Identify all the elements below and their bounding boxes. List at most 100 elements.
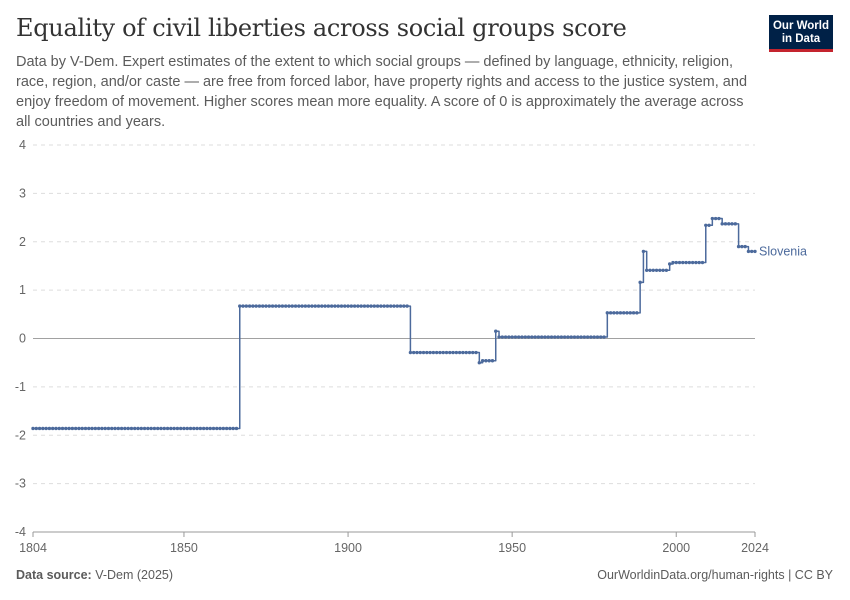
data-point (44, 426, 48, 431)
data-point (411, 350, 416, 355)
data-point (346, 304, 350, 308)
data-point (93, 426, 98, 431)
data-point (700, 260, 705, 265)
data-point (356, 304, 360, 308)
data-point (638, 280, 642, 285)
data-point (333, 304, 337, 308)
data-point (310, 304, 314, 308)
data-point (267, 304, 271, 308)
data-point (359, 304, 363, 308)
data-point (126, 426, 130, 431)
data-point (110, 426, 114, 431)
data-point (546, 335, 550, 339)
data-point (172, 426, 176, 431)
data-point (67, 426, 71, 431)
data-point (457, 350, 462, 355)
data-point (605, 311, 610, 315)
data-point (576, 335, 580, 339)
data-point (37, 426, 42, 431)
series-labels: Slovenia (759, 244, 807, 258)
data-point (750, 249, 754, 254)
data-point (182, 426, 186, 431)
data-point (704, 223, 708, 228)
data-point (149, 426, 153, 431)
data-point (349, 304, 354, 308)
data-point (631, 311, 636, 315)
data-point (592, 335, 596, 339)
data-point (641, 249, 646, 254)
chart-subtitle: Data by V-Dem. Expert estimates of the e… (16, 54, 748, 130)
data-point (444, 350, 449, 355)
data-point (77, 426, 81, 431)
y-tick-label: -2 (15, 428, 26, 442)
data-point (287, 304, 291, 308)
data-point (234, 426, 239, 431)
data-point (464, 350, 468, 355)
data-point (530, 335, 534, 339)
data-point (254, 304, 258, 308)
data-point (159, 426, 163, 431)
data-point (549, 335, 554, 339)
data-point (628, 311, 632, 315)
data-point (713, 216, 718, 221)
data-point (41, 426, 45, 431)
data-point (382, 304, 386, 308)
data-point (113, 426, 117, 431)
data-point (375, 304, 380, 308)
data-point (690, 260, 695, 265)
data-point (526, 335, 531, 339)
data-point (477, 360, 482, 365)
data-point (103, 426, 107, 431)
data-point (231, 426, 235, 431)
data-point (192, 426, 196, 431)
footer-link[interactable]: OurWorldinData.org/human-rights | CC BY (597, 568, 833, 582)
data-point (733, 222, 738, 226)
data-point (490, 359, 495, 363)
data-point (405, 304, 409, 308)
data-point (415, 350, 419, 355)
owid-logo[interactable]: Our World in Data (769, 15, 833, 52)
data-point (87, 426, 91, 431)
data-point (316, 304, 321, 308)
data-point (467, 350, 472, 355)
data-point (487, 359, 491, 363)
data-point (280, 304, 285, 308)
data-point (175, 426, 180, 431)
data-point (434, 350, 439, 355)
data-point (723, 222, 728, 226)
data-point (585, 335, 590, 339)
data-point (293, 304, 298, 308)
data-point (418, 350, 422, 355)
x-tick-label: 1804 (19, 541, 47, 555)
data-point (569, 335, 573, 339)
y-tick-label: -4 (15, 525, 26, 539)
axes: -4 -3 -2 -1 0 1 2 3 4 1804 1850 1900 1950 2000 2024 (15, 138, 769, 555)
data-point (329, 304, 334, 308)
data-point (96, 426, 101, 431)
data-point (664, 268, 669, 272)
data-point (671, 260, 675, 265)
data-point (139, 426, 143, 431)
data-point (425, 350, 429, 355)
data-point (162, 426, 166, 431)
logo-line-1: Our World (772, 20, 829, 32)
data-point (602, 335, 606, 339)
data-point (313, 304, 317, 308)
data-point (362, 304, 367, 308)
data-point (710, 216, 715, 221)
data-point (480, 359, 485, 363)
data-point (323, 304, 327, 308)
data-point (556, 335, 560, 339)
data-point (277, 304, 281, 308)
data-point (303, 304, 308, 308)
data-point (553, 335, 557, 339)
data-point (612, 311, 616, 315)
data-point (106, 426, 111, 431)
data-point (461, 350, 465, 355)
data-point (297, 304, 301, 308)
data-point (697, 260, 701, 265)
data-point (251, 304, 255, 308)
data-point (539, 335, 544, 339)
data-source-value[interactable]: V-Dem (2025) (95, 568, 174, 582)
data-point (497, 335, 501, 339)
